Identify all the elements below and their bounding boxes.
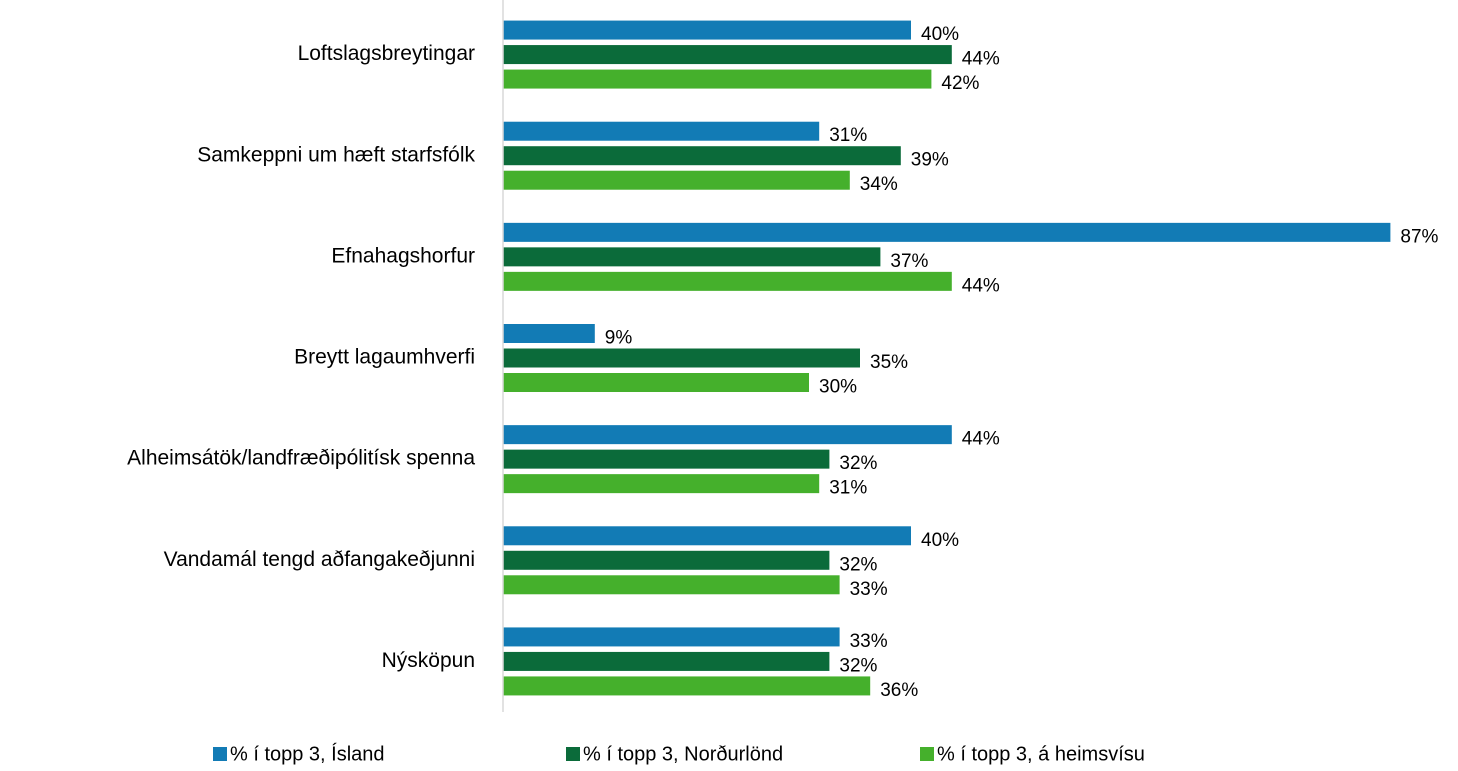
category-label: Nýsköpun <box>382 649 475 672</box>
bar <box>503 575 840 595</box>
bar <box>503 121 820 141</box>
data-label: 40% <box>921 24 959 45</box>
data-label: 36% <box>880 680 918 701</box>
category-label: Efnahagshorfur <box>331 244 475 267</box>
bar <box>503 271 952 291</box>
bar <box>503 651 830 671</box>
category-label: Breytt lagaumhverfi <box>294 346 475 369</box>
data-label: 32% <box>839 554 877 575</box>
data-label: 9% <box>605 328 633 349</box>
data-label: 39% <box>911 150 949 171</box>
data-label: 31% <box>829 125 867 146</box>
data-label: 87% <box>1400 226 1438 247</box>
bar <box>503 373 809 392</box>
data-label: 32% <box>839 453 877 474</box>
data-label: 44% <box>962 49 1000 70</box>
data-label: 42% <box>941 73 979 94</box>
bar <box>503 676 871 696</box>
category-label: Samkeppni um hæft starfsfólk <box>197 143 475 166</box>
data-label: 32% <box>839 655 877 676</box>
data-label: 44% <box>962 429 1000 450</box>
legend-swatch <box>920 747 934 761</box>
bar <box>503 170 850 190</box>
category-label: Vandamál tengd aðfangakeðjunni <box>164 548 475 571</box>
legend-label: % í topp 3, Norðurlönd <box>583 743 783 765</box>
legend-label: % í topp 3, á heimsvísu <box>937 743 1145 765</box>
data-label: 34% <box>860 174 898 195</box>
legend-label: % í topp 3, Ísland <box>230 742 385 765</box>
bar <box>503 222 1391 242</box>
bar <box>503 20 911 40</box>
bar <box>503 146 901 166</box>
bar <box>503 526 911 546</box>
bar <box>503 627 840 647</box>
data-label: 37% <box>890 251 928 272</box>
data-label: 44% <box>962 275 1000 296</box>
bar <box>503 425 952 445</box>
bar <box>503 474 820 494</box>
data-label: 30% <box>819 377 857 398</box>
data-label: 33% <box>850 579 888 600</box>
bar <box>503 550 830 570</box>
category-label: Loftslagsbreytingar <box>298 42 475 65</box>
legend-swatch <box>566 747 580 761</box>
bar <box>503 45 952 65</box>
legend-swatch <box>213 747 227 761</box>
bar <box>503 69 932 89</box>
data-label: 35% <box>870 352 908 373</box>
bar <box>503 247 881 267</box>
bar <box>503 348 860 368</box>
data-label: 31% <box>829 478 867 499</box>
data-label: 33% <box>850 631 888 652</box>
data-label: 40% <box>921 530 959 551</box>
category-label: Alheimsátök/landfræðipólitísk spenna <box>127 447 475 470</box>
bar <box>503 449 830 469</box>
bar <box>503 324 595 343</box>
